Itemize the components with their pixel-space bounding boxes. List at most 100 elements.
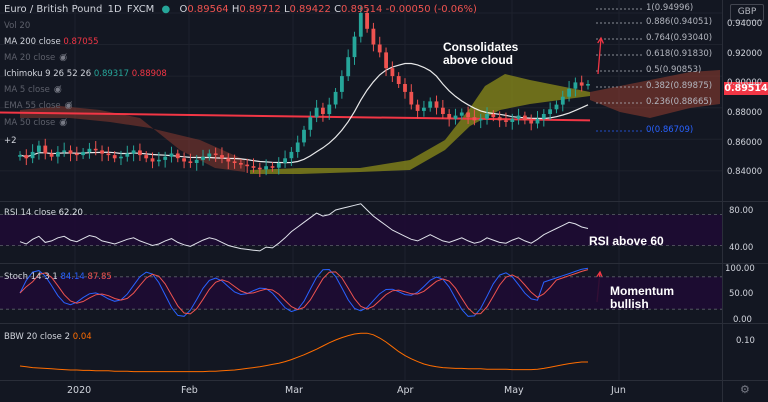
eye-hidden-icon[interactable]: ◉̸ [53, 85, 62, 95]
candle-body [87, 148, 92, 152]
legend-ichimoku[interactable]: Ichimoku 9 26 52 26 0.89317 0.88908 [4, 69, 167, 80]
candle-body [232, 161, 237, 163]
candle-body [554, 104, 559, 110]
stoch-tick-50: 50.00 [729, 289, 754, 299]
candle-body [510, 118, 515, 122]
candle-body [74, 153, 79, 156]
legend-vol[interactable]: Vol 20 [4, 21, 30, 32]
candle-body [106, 153, 111, 156]
legend-ichimoku-value1: 0.89317 [93, 69, 129, 79]
legend-ma50-label: MA 50 close [4, 118, 56, 128]
candle-body [251, 166, 256, 168]
price-axis-tick: 0.94000 [727, 19, 763, 29]
candle-body [523, 115, 527, 121]
fib-label: 0.886(0.94051) [646, 17, 713, 27]
candle-body [138, 150, 142, 156]
eye-hidden-icon[interactable]: ◉̸ [59, 118, 68, 128]
ma200-line [0, 111, 591, 122]
stoch-tick-100: 100.00 [725, 264, 755, 274]
legend-ma200-label: MA 200 close [4, 37, 61, 47]
candle-body [18, 155, 22, 157]
ohlc-l: 0.89422 [289, 4, 331, 15]
price-axis-tick: 0.92000 [727, 49, 763, 59]
fib-label: 0.236(0.88665) [646, 97, 713, 107]
legend-ema55[interactable]: EMA 55 close ◉̸ [4, 101, 73, 112]
candle-body [358, 13, 363, 37]
legend-more[interactable]: +2 [4, 136, 17, 147]
bbw-line [19, 332, 588, 373]
legend-vol-label: Vol 20 [4, 21, 31, 31]
rsi-pane [0, 203, 722, 252]
candle-body [586, 84, 590, 86]
candle-body [371, 28, 376, 45]
ma200-path [0, 111, 591, 122]
price-axis-tick: 0.86000 [727, 138, 763, 148]
rsi-tick-40: 40.00 [729, 243, 754, 253]
arrow-stoch-head [596, 270, 603, 278]
candle-body [422, 107, 426, 111]
candle-body [352, 36, 357, 58]
candle-body [504, 120, 508, 122]
ohlc-c-label: C [334, 4, 342, 15]
legend-ichimoku-label: Ichimoku 9 26 52 26 [4, 69, 92, 79]
candle-body [201, 156, 205, 160]
ohlc-o-label: O [179, 4, 188, 15]
candle-body [81, 151, 85, 156]
currency-label[interactable]: GBP [730, 4, 764, 21]
ohlc-change: -0.00050 (-0.06%) [385, 4, 477, 15]
pane-separators [0, 201, 768, 324]
symbol-title: Euro / British Pound [4, 4, 103, 15]
candles[interactable] [18, 6, 590, 178]
x-axis-label-jun: Jun [611, 385, 626, 396]
candle-body [257, 167, 262, 170]
candle-body [485, 114, 489, 119]
candle-body [409, 91, 414, 105]
candle-body [560, 96, 565, 105]
candle-body [239, 163, 243, 165]
annotation-consolidates: Consolidates above cloud [443, 41, 518, 67]
symbol-interval: 1D [107, 4, 122, 15]
stoch-legend-label: Stoch 14 3 1 [4, 272, 58, 282]
annotation-momentum-line1: Momentum [610, 284, 674, 298]
candle-body [93, 148, 98, 151]
candle-body [390, 68, 395, 77]
stoch-legend-k: 84.14 [60, 272, 85, 282]
candle-body [56, 151, 60, 157]
annotation-consolidates-line2: above cloud [443, 53, 514, 67]
settings-gear-icon[interactable]: ⚙ [740, 383, 750, 396]
legend-ma20[interactable]: MA 20 close ◉̸ [4, 53, 67, 64]
symbol-header[interactable]: Euro / British Pound 1D FXCM ● O0.89564 … [4, 4, 477, 15]
stoch-k-line [19, 267, 589, 317]
candle-body [447, 114, 452, 119]
fib-levels [596, 8, 644, 132]
candle-body [535, 118, 540, 124]
candle-body [131, 150, 136, 154]
candle-body [144, 155, 149, 159]
legend-ichimoku-value2: 0.88908 [131, 69, 167, 79]
stoch-tick-0: 0.00 [733, 315, 752, 325]
bbw-legend[interactable]: BBW 20 close 2 0.04 [4, 332, 92, 343]
annotation-rsi: RSI above 60 [589, 234, 664, 248]
ohlc-c: 0.89514 [341, 4, 383, 15]
rsi-legend[interactable]: RSI 14 close 62.20 [4, 208, 83, 219]
legend-ma50[interactable]: MA 50 close ◉̸ [4, 118, 67, 129]
legend-ma5[interactable]: MA 5 close ◉̸ [4, 85, 62, 96]
ohlc-o: 0.89564 [187, 4, 229, 15]
legend-ma200[interactable]: MA 200 close 0.87055 [4, 37, 99, 48]
candle-body [466, 112, 470, 118]
eye-hidden-icon[interactable]: ◉̸ [64, 101, 73, 111]
candle-body [346, 57, 351, 77]
candle-body [163, 156, 168, 160]
candle-body [459, 112, 464, 116]
stoch-legend[interactable]: Stoch 14 3 1 84.14 87.85 [4, 272, 112, 283]
candle-body [220, 155, 224, 159]
candle-body [194, 159, 199, 163]
eye-hidden-icon[interactable]: ◉̸ [59, 53, 68, 63]
candle-body [302, 129, 306, 143]
candle-body [541, 114, 546, 119]
arrow-price [597, 37, 602, 75]
candle-body [497, 117, 502, 121]
candle-body [472, 117, 477, 121]
candle-body [573, 82, 578, 89]
